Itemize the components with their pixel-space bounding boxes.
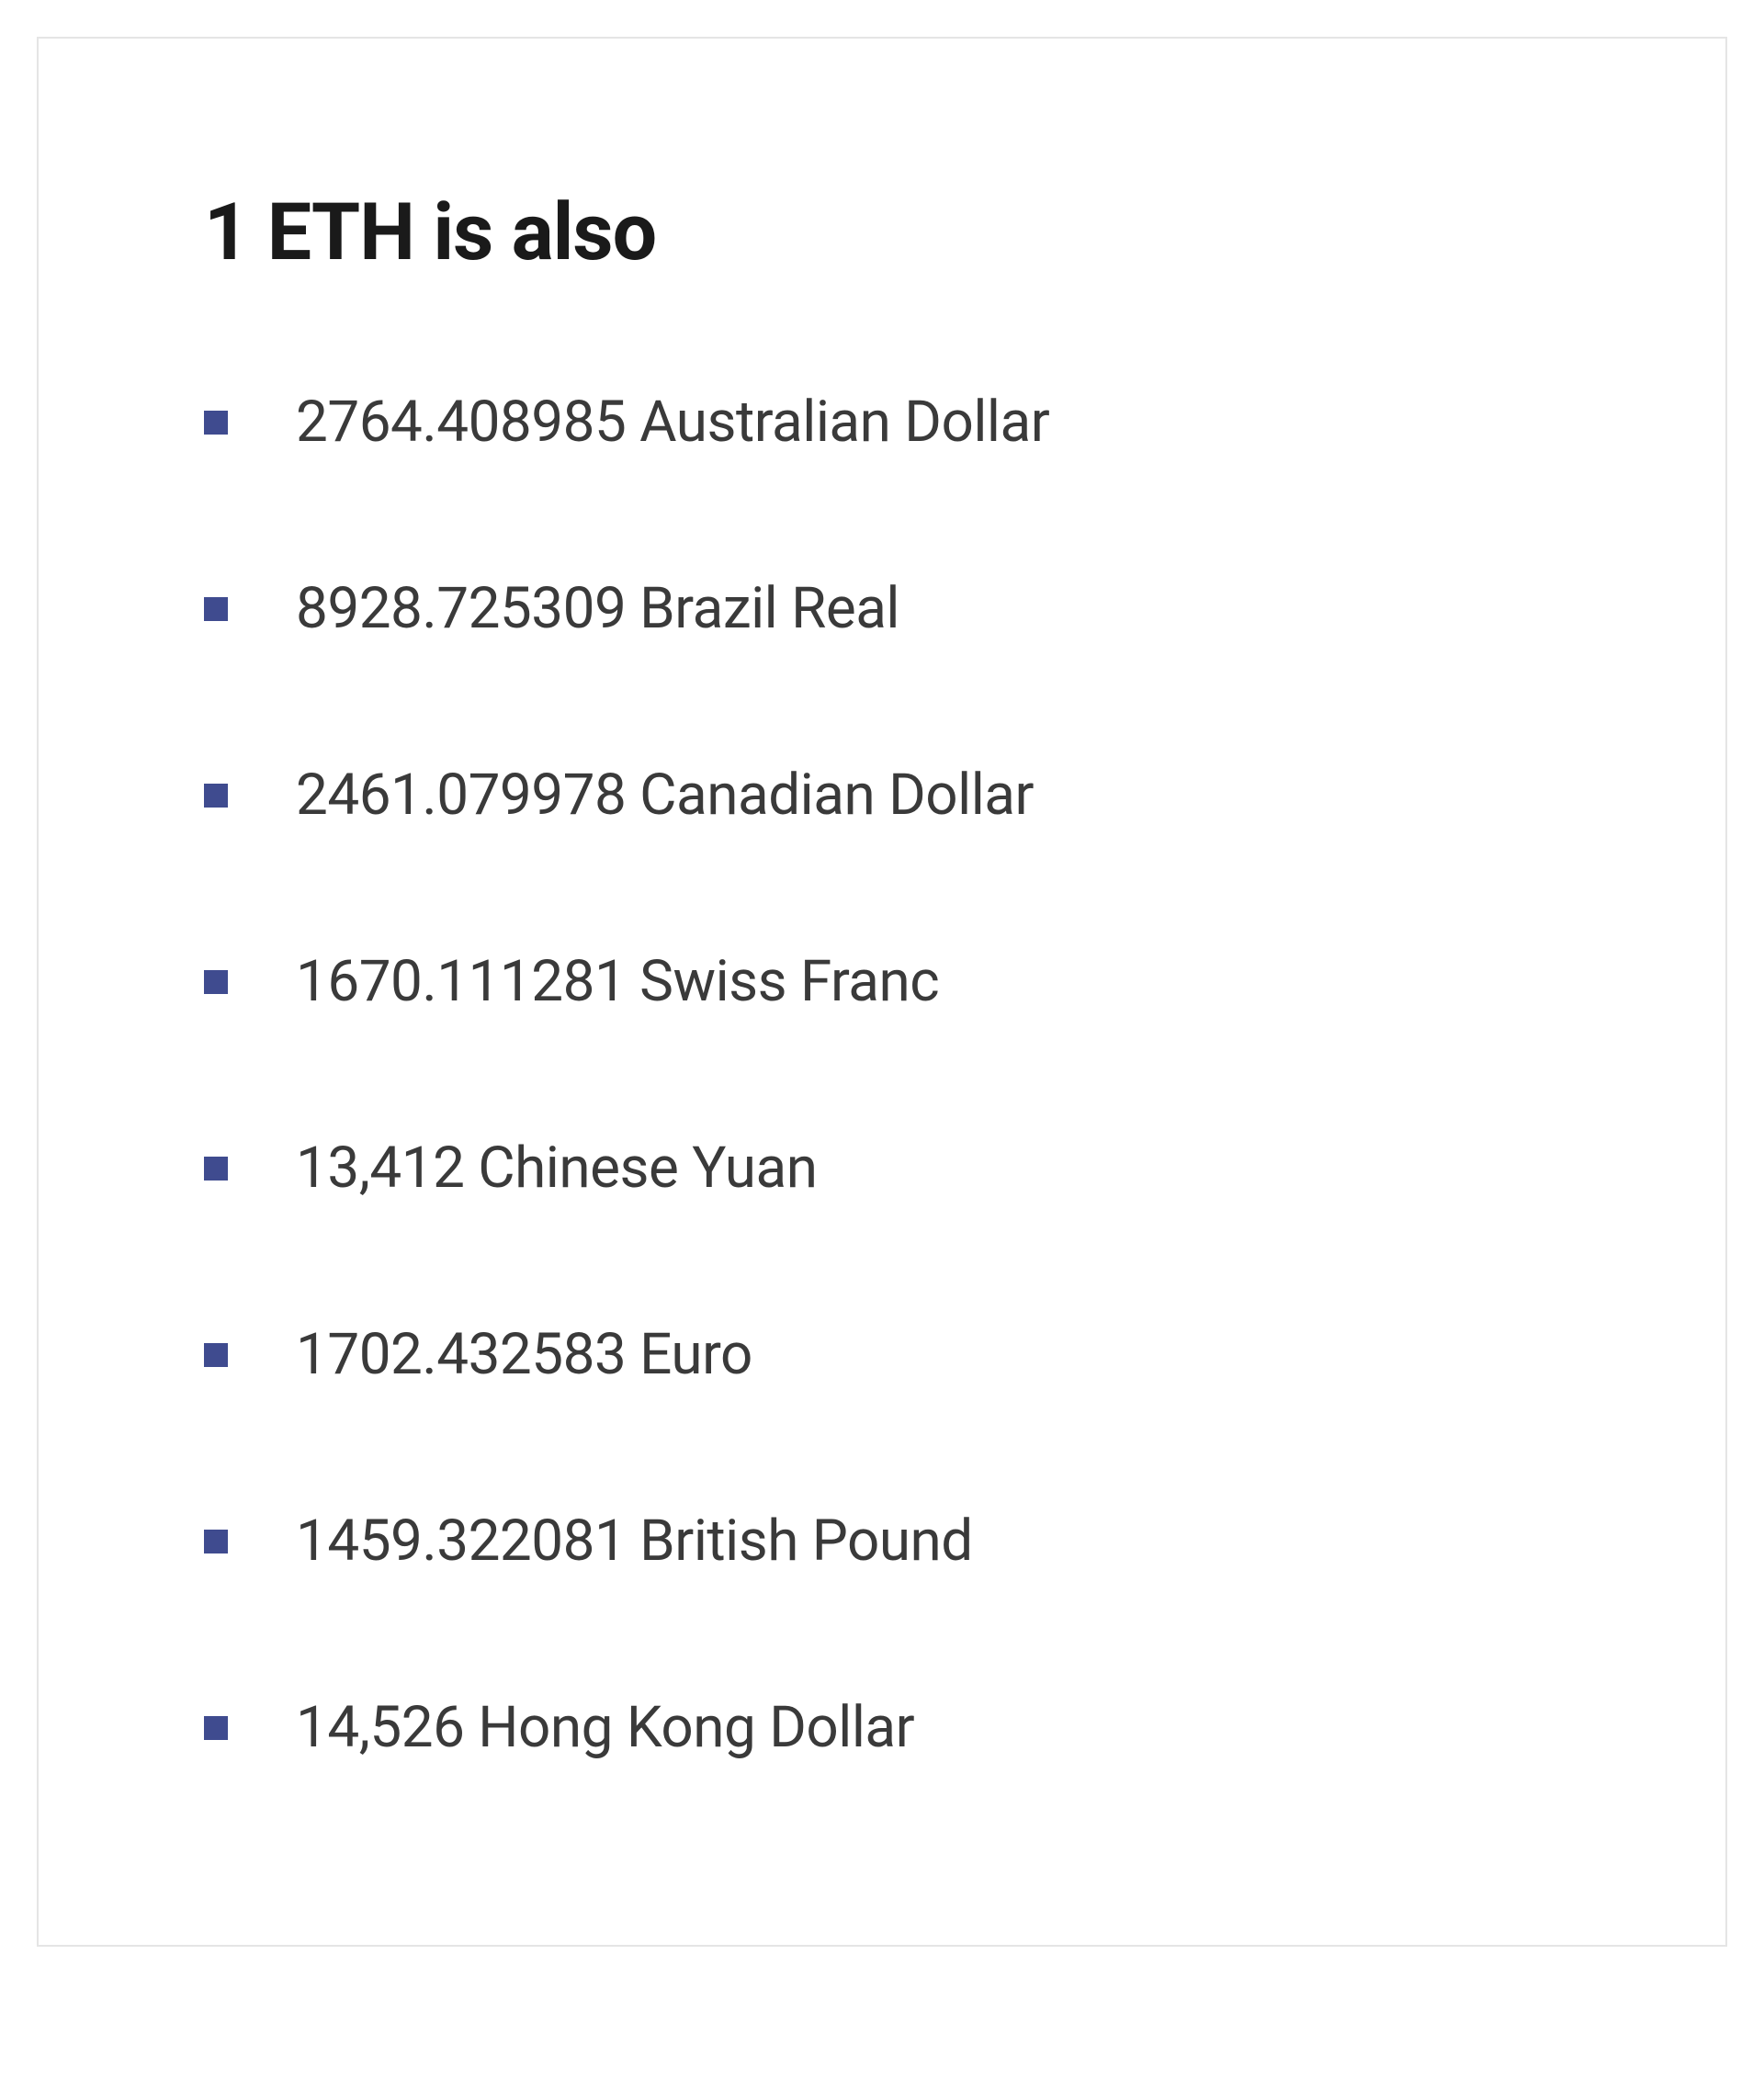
bullet-icon bbox=[204, 1343, 228, 1367]
currency-value: 1670.111281 Swiss Franc bbox=[296, 948, 939, 1015]
currency-value: 13,412 Chinese Yuan bbox=[296, 1135, 817, 1202]
bullet-icon bbox=[204, 411, 228, 435]
bullet-icon bbox=[204, 1157, 228, 1181]
bullet-icon bbox=[204, 1716, 228, 1740]
list-item: 13,412 Chinese Yuan bbox=[204, 1135, 1560, 1202]
list-item: 8928.725309 Brazil Real bbox=[204, 575, 1560, 642]
bullet-icon bbox=[204, 597, 228, 621]
list-item: 1670.111281 Swiss Franc bbox=[204, 948, 1560, 1015]
list-item: 2461.079978 Canadian Dollar bbox=[204, 762, 1560, 829]
list-item: 1459.322081 British Pound bbox=[204, 1508, 1560, 1575]
currency-value: 8928.725309 Brazil Real bbox=[296, 575, 899, 642]
bullet-icon bbox=[204, 784, 228, 808]
currency-list: 2764.408985 Australian Dollar 8928.72530… bbox=[204, 389, 1560, 1761]
currency-value: 2764.408985 Australian Dollar bbox=[296, 389, 1049, 456]
currency-card: 1 ETH is also 2764.408985 Australian Dol… bbox=[37, 37, 1727, 1947]
bullet-icon bbox=[204, 1530, 228, 1553]
currency-value: 2461.079978 Canadian Dollar bbox=[296, 762, 1034, 829]
card-title: 1 ETH is also bbox=[204, 186, 1560, 278]
bullet-icon bbox=[204, 970, 228, 994]
currency-value: 14,526 Hong Kong Dollar bbox=[296, 1694, 914, 1761]
list-item: 2764.408985 Australian Dollar bbox=[204, 389, 1560, 456]
list-item: 14,526 Hong Kong Dollar bbox=[204, 1694, 1560, 1761]
list-item: 1702.432583 Euro bbox=[204, 1321, 1560, 1388]
currency-value: 1702.432583 Euro bbox=[296, 1321, 752, 1388]
currency-value: 1459.322081 British Pound bbox=[296, 1508, 973, 1575]
